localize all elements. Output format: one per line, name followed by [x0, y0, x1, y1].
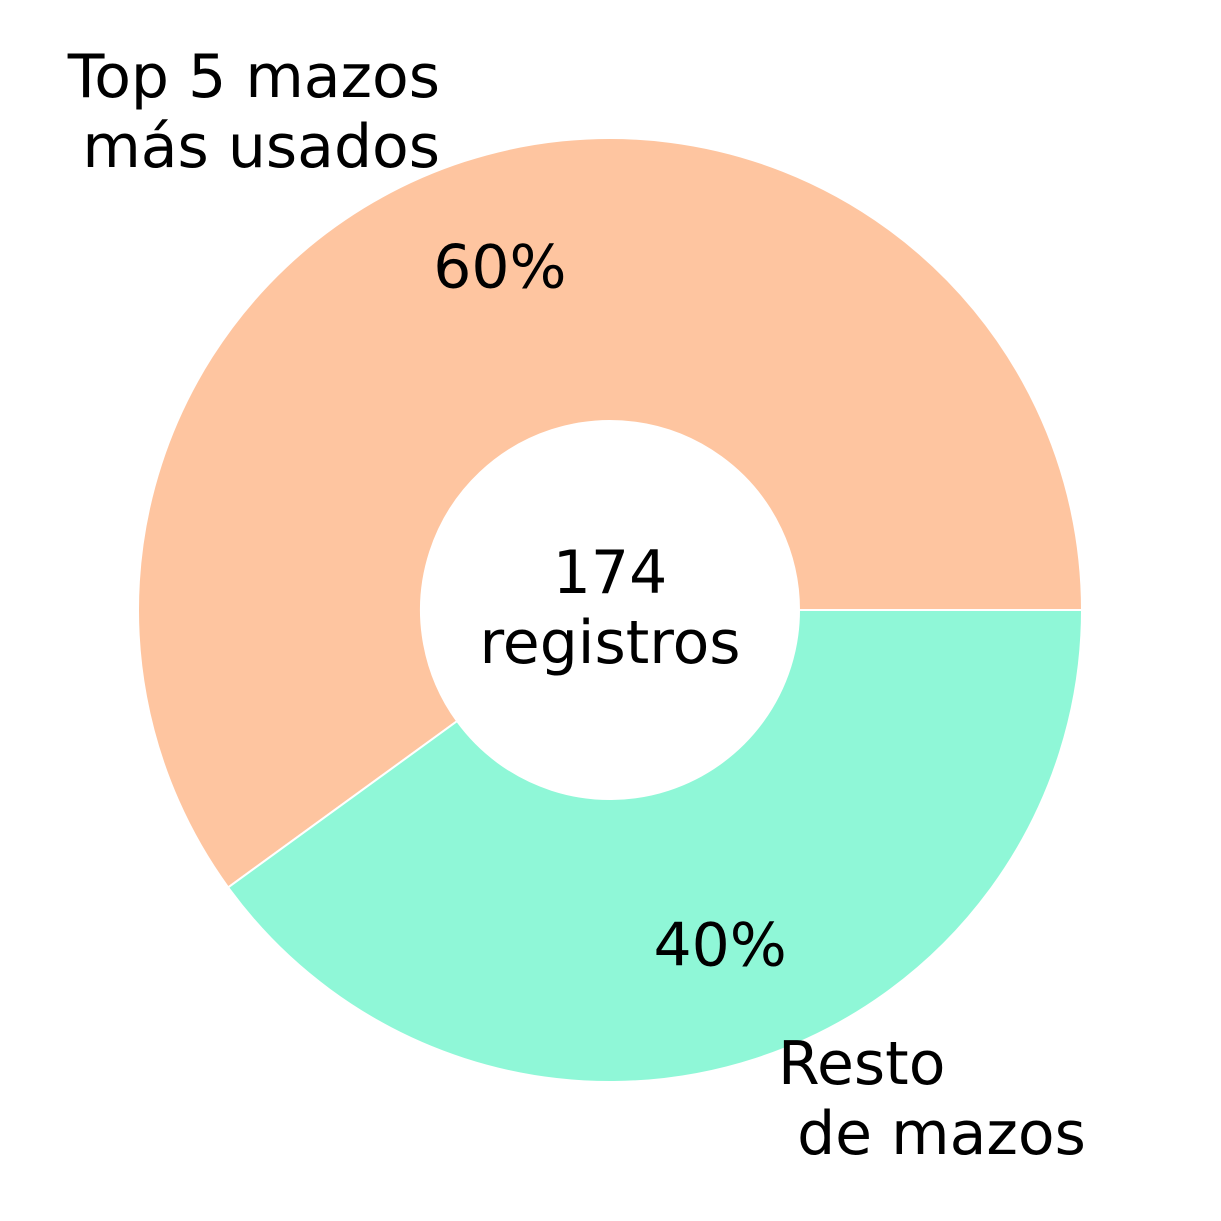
center-label: 174 registros [479, 538, 740, 678]
value-label: 60% [433, 233, 566, 303]
category-label: Resto de mazos [778, 1029, 1086, 1169]
donut-segment [226, 609, 1084, 1083]
value-label: 40% [653, 911, 786, 981]
donut-segment [137, 137, 1084, 889]
category-label: Top 5 mazos más usados [63, 42, 440, 182]
